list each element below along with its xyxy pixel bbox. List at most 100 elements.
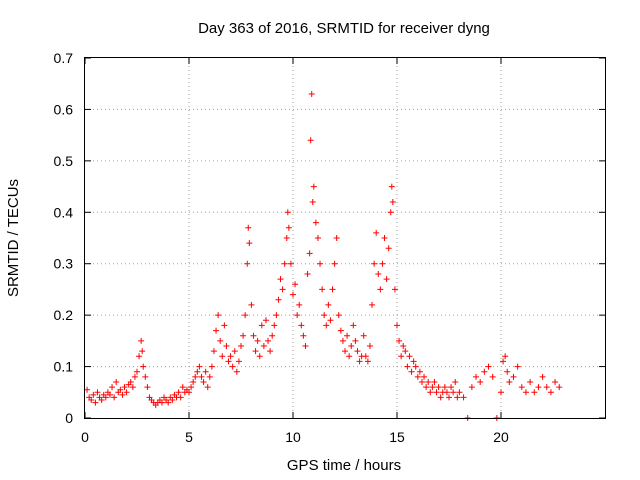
data-point	[396, 337, 403, 344]
data-point	[283, 235, 290, 241]
data-point	[398, 353, 405, 360]
data-point	[423, 384, 430, 391]
data-point	[134, 368, 140, 375]
data-point	[408, 368, 415, 375]
data-point	[123, 389, 130, 396]
x-tick-label: 5	[185, 429, 193, 445]
data-point	[366, 343, 373, 349]
data-point	[377, 286, 384, 293]
data-point	[300, 332, 307, 339]
data-point	[506, 379, 513, 385]
data-point	[121, 384, 128, 391]
data-point	[342, 348, 348, 355]
data-point	[308, 91, 315, 97]
data-point	[231, 348, 238, 355]
data-point	[317, 260, 324, 267]
data-point	[325, 301, 332, 308]
data-point	[371, 260, 378, 267]
data-point	[346, 353, 353, 360]
data-point	[319, 286, 326, 293]
data-point	[196, 363, 203, 370]
y-tick-label: 0	[65, 410, 73, 426]
data-point	[111, 394, 118, 401]
data-point	[323, 322, 330, 329]
data-point	[262, 317, 269, 324]
data-point	[177, 394, 184, 401]
data-point	[254, 337, 261, 344]
data-point	[277, 276, 284, 283]
data-point	[138, 337, 145, 344]
y-tick-label: 0.7	[54, 50, 74, 66]
y-tick-label: 0.1	[54, 359, 74, 375]
data-point	[531, 389, 538, 396]
data-point	[284, 209, 291, 216]
data-point	[410, 358, 417, 365]
data-point	[510, 373, 517, 380]
data-point	[213, 327, 220, 334]
data-point	[285, 224, 292, 231]
data-point	[406, 353, 413, 360]
y-axis-label: SRMTID / TECUs	[5, 179, 22, 297]
data-point	[281, 260, 288, 267]
chart-title: Day 363 of 2016, SRMTID for receiver dyn…	[198, 20, 490, 37]
data-point	[394, 322, 400, 329]
data-point	[427, 389, 434, 396]
data-point	[210, 348, 217, 355]
data-point	[429, 384, 436, 391]
data-point	[244, 260, 251, 267]
data-point	[217, 337, 224, 344]
data-point	[381, 235, 388, 241]
data-point	[287, 260, 294, 267]
data-point	[416, 368, 423, 375]
data-point	[302, 343, 309, 349]
data-point	[202, 368, 209, 375]
data-point	[437, 394, 444, 401]
data-point	[292, 281, 299, 288]
y-tick-label: 0.2	[54, 307, 74, 323]
data-point	[454, 394, 461, 401]
data-point	[435, 384, 442, 391]
data-point	[333, 235, 340, 241]
data-point	[307, 137, 314, 144]
data-point	[306, 250, 313, 257]
data-point	[312, 219, 319, 226]
data-point	[298, 322, 305, 329]
data-point	[500, 358, 507, 365]
data-point	[267, 348, 274, 355]
data-point	[246, 240, 253, 247]
x-tick-label: 15	[389, 429, 405, 445]
data-point	[352, 337, 359, 344]
data-point	[412, 363, 419, 370]
data-point	[552, 379, 559, 385]
data-point	[271, 322, 278, 329]
data-point	[221, 322, 228, 329]
data-point	[389, 199, 396, 205]
data-point	[304, 271, 311, 277]
data-point	[88, 397, 95, 403]
data-point	[383, 276, 390, 283]
data-point	[215, 312, 222, 319]
data-point	[275, 296, 282, 303]
data-point	[240, 332, 247, 339]
data-point	[452, 379, 459, 385]
data-point	[142, 373, 149, 380]
data-point	[441, 384, 448, 391]
data-point	[485, 363, 492, 370]
data-point	[136, 353, 143, 360]
data-point	[279, 286, 286, 293]
data-point	[198, 373, 205, 380]
data-point	[468, 384, 475, 391]
data-point	[446, 394, 452, 401]
data-point	[327, 317, 334, 324]
data-point	[139, 348, 146, 355]
data-point	[223, 343, 230, 349]
data-point	[433, 389, 440, 396]
data-point	[364, 358, 371, 365]
data-point	[188, 384, 195, 391]
data-point	[238, 343, 244, 349]
data-point	[502, 353, 509, 360]
data-point	[109, 384, 116, 391]
data-point	[190, 379, 197, 385]
data-point	[90, 391, 97, 398]
